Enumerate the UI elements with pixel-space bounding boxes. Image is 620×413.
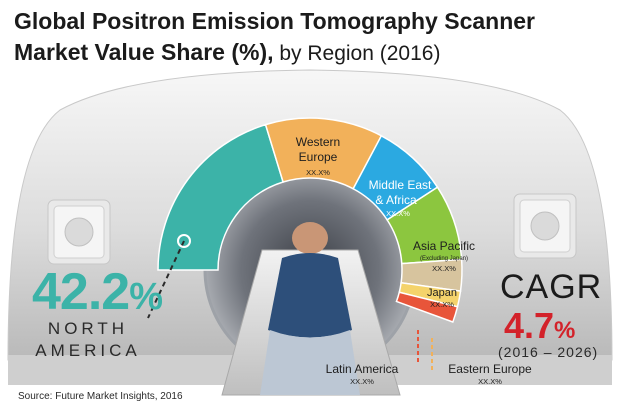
north-america-value-number: 42.2 — [32, 263, 130, 321]
cagr-period: (2016 – 2026) — [498, 344, 599, 360]
chart-title-line2-bold: Market Value Share (%), — [14, 39, 274, 65]
eastern-europe-value: XX.X% — [478, 377, 502, 386]
middle-east-africa-value: XX.X% — [386, 209, 410, 218]
western-europe-label-line1: Western — [296, 135, 340, 149]
cagr-value-number: 4.7 — [504, 305, 555, 346]
latin-america-label: Latin America — [326, 362, 399, 376]
cagr-value-unit: % — [554, 317, 576, 344]
western-europe-label-line2: Europe — [299, 150, 338, 164]
chart-title: Global Positron Emission Tomography Scan… — [14, 6, 614, 71]
leader-lines — [147, 234, 433, 372]
cagr-label: CAGR — [500, 268, 603, 306]
left-control-panel — [47, 199, 111, 265]
north-america-label: NORTH AMERICA — [30, 318, 146, 362]
source-note: Source: Future Market Insights, 2016 — [18, 391, 183, 402]
japan-label: Japan — [427, 287, 457, 299]
north-america-leader-dot — [177, 234, 191, 248]
eastern-europe-label: Eastern Europe — [448, 362, 532, 376]
chart-title-line1: Global Positron Emission Tomography Scan… — [14, 8, 535, 34]
asia-pacific-label-line2: (Excluding Japan) — [420, 256, 468, 262]
north-america-label-line2: AMERICA — [35, 341, 141, 360]
chart-title-line2-rest: by Region (2016) — [273, 42, 441, 65]
scanner-illustration — [7, 69, 613, 396]
asia-pacific-label-line1: Asia Pacific — [413, 239, 475, 253]
asia-pacific-value: XX.X% — [432, 264, 456, 273]
half-donut-chart — [157, 117, 463, 323]
latin-america-value: XX.X% — [350, 377, 374, 386]
patient-bed — [221, 222, 401, 396]
segment-labels: Western Europe XX.X% Middle East & Afric… — [296, 135, 532, 386]
cagr-value: 4.7% — [504, 305, 575, 347]
right-control-panel — [513, 193, 577, 259]
segment-latin-america — [395, 291, 459, 323]
japan-value: XX.X% — [430, 300, 454, 309]
north-america-value: 42.2% — [32, 262, 163, 322]
western-europe-value: XX.X% — [306, 168, 330, 177]
middle-east-africa-label-line1: Middle East — [369, 178, 432, 192]
north-america-label-line1: NORTH — [47, 319, 129, 338]
north-america-value-pct: % — [129, 276, 163, 318]
middle-east-africa-label-line2: & Africa — [375, 193, 417, 207]
